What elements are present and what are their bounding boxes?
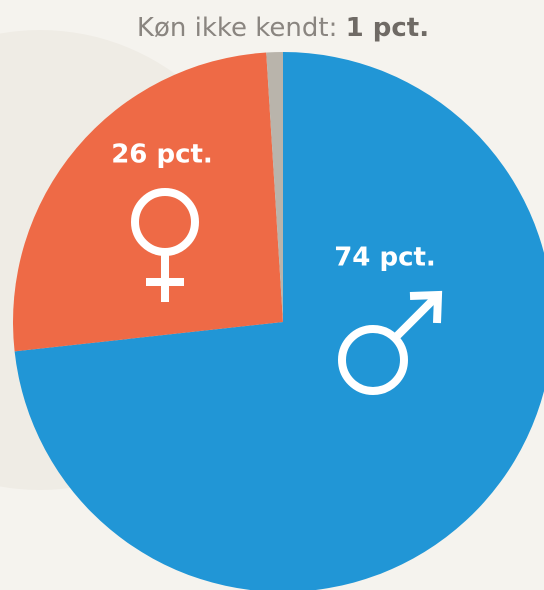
pie-slice xyxy=(266,52,283,322)
value-label: 1 pct. xyxy=(346,13,429,43)
male-symbol xyxy=(338,290,443,395)
pie xyxy=(13,52,544,590)
value-label: 74 pct. xyxy=(334,243,436,273)
unknown-label: Køn ikke kendt: 1 pct. xyxy=(137,13,429,43)
pie-slice xyxy=(14,52,544,590)
female-symbol xyxy=(131,188,199,302)
value-label: 26 pct. xyxy=(111,140,213,170)
category-label: Køn ikke kendt: xyxy=(137,13,337,43)
